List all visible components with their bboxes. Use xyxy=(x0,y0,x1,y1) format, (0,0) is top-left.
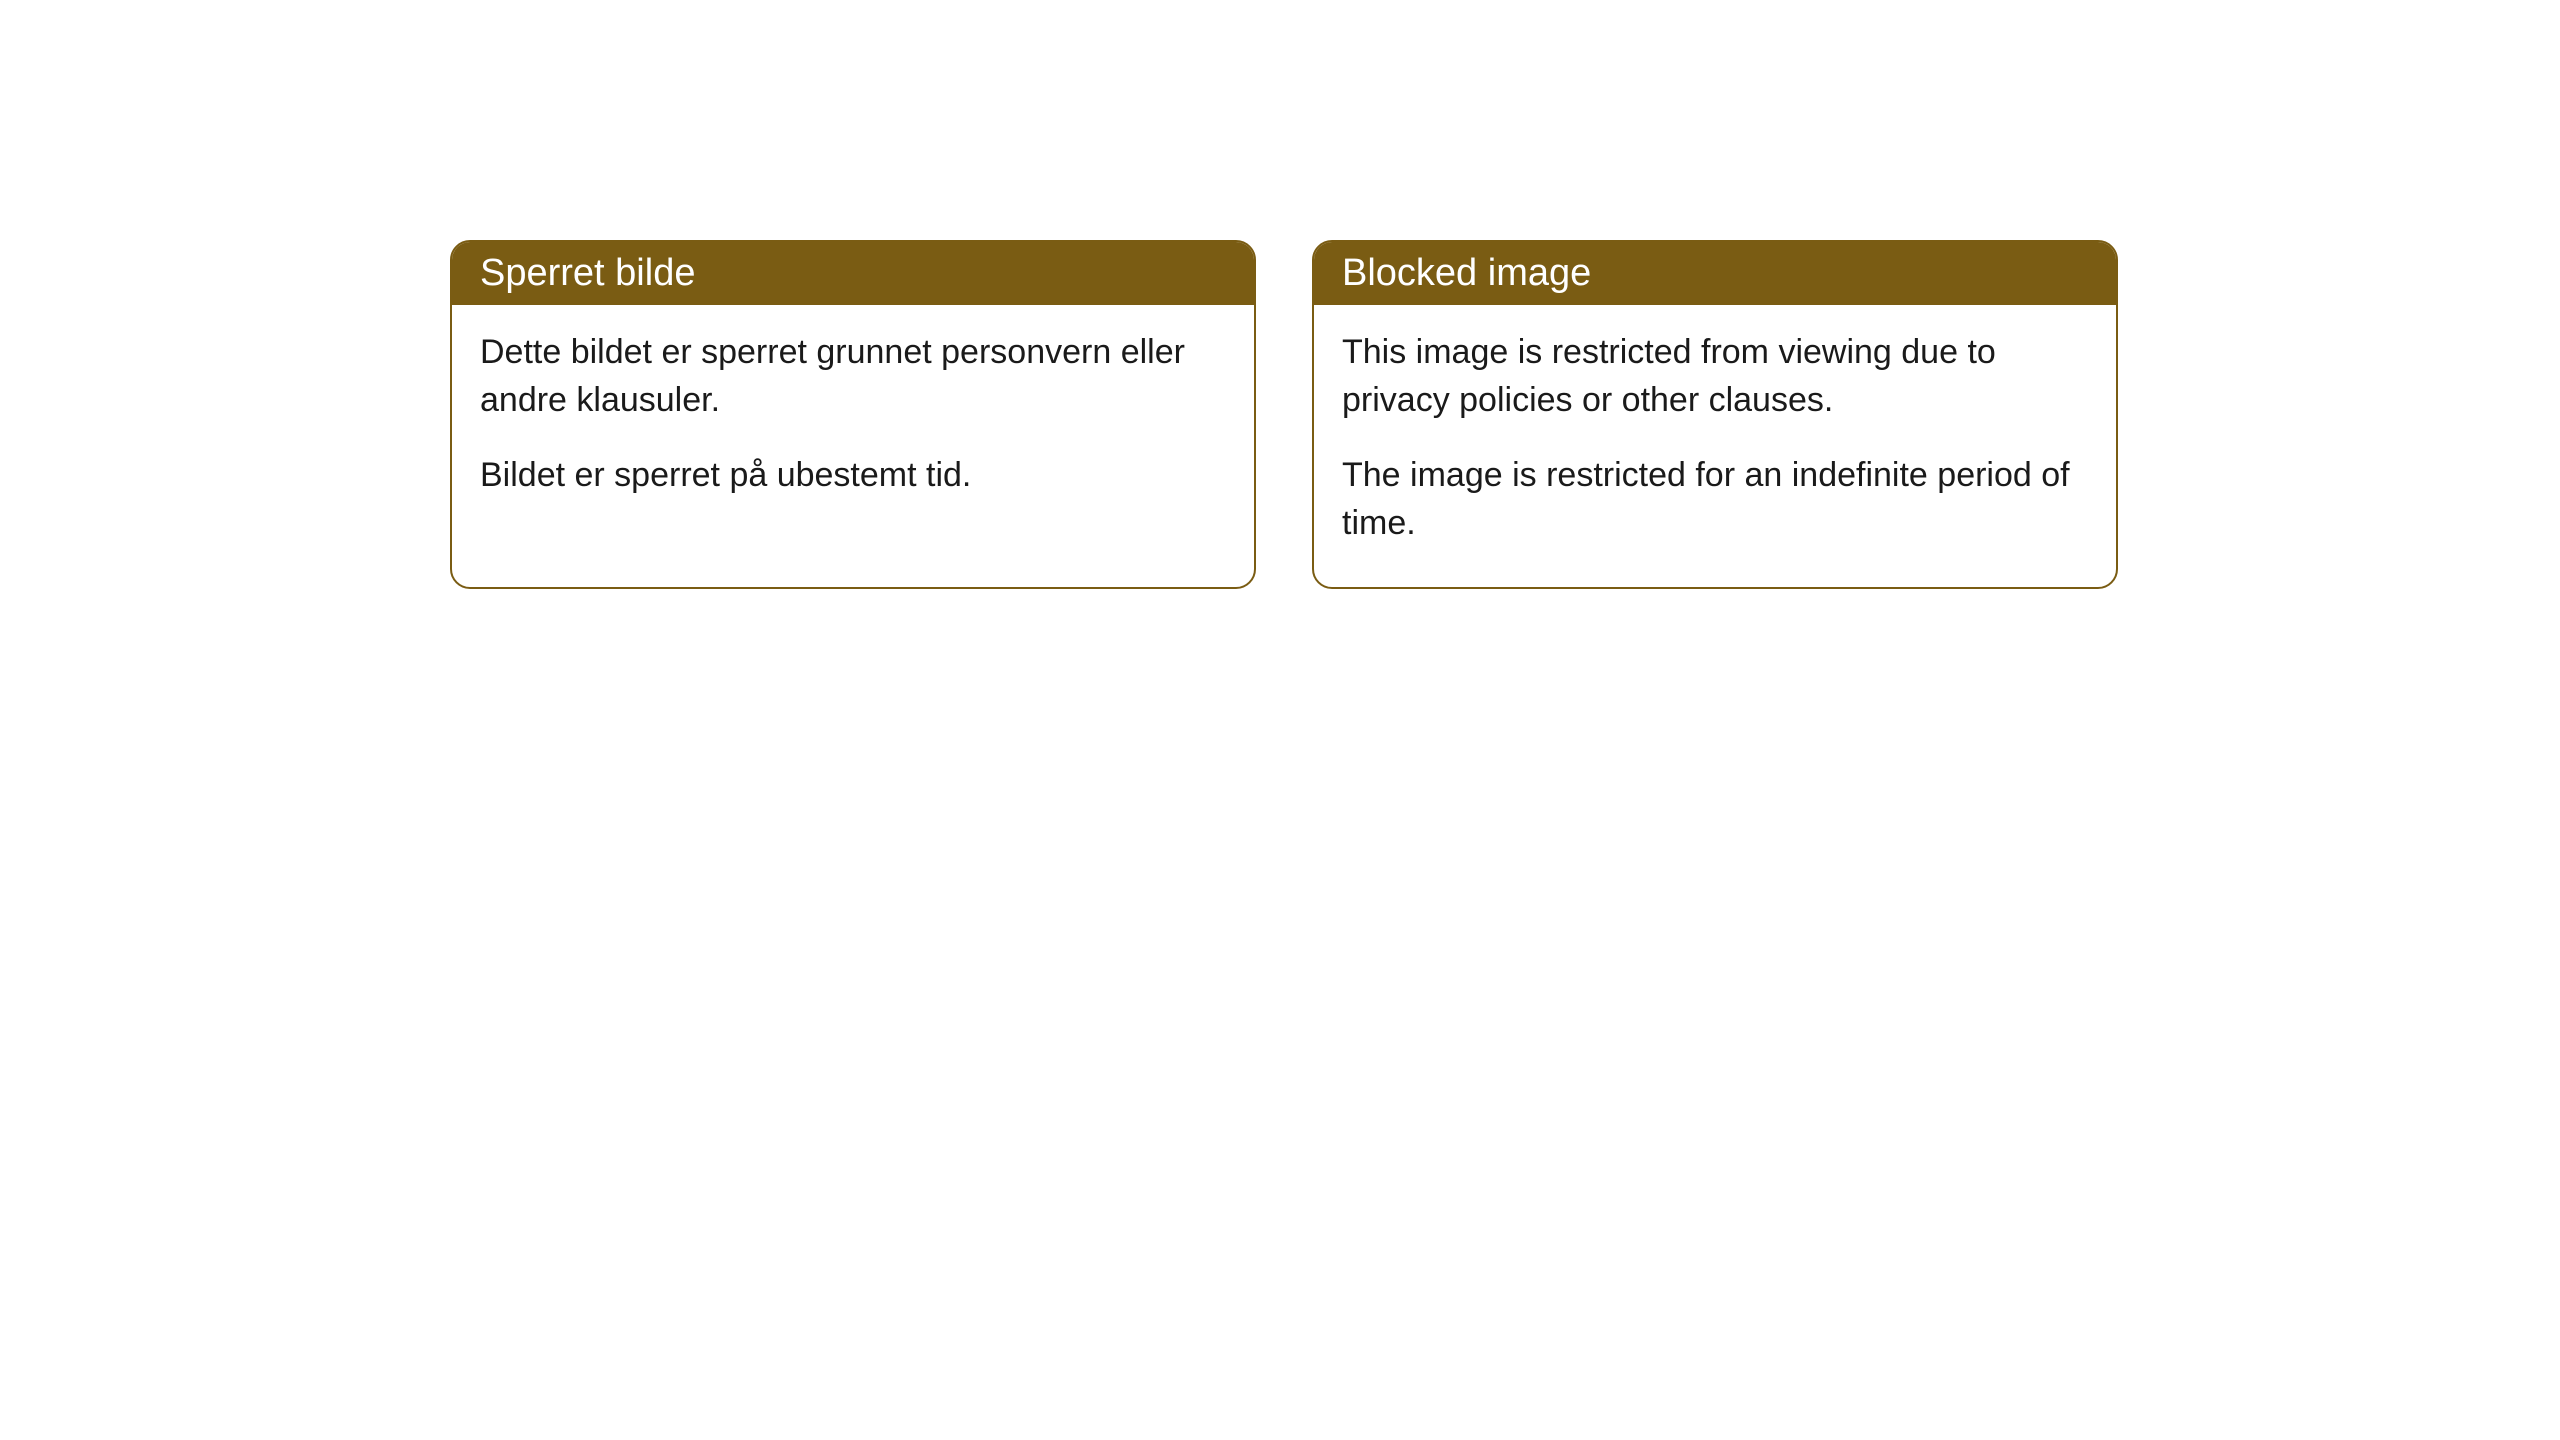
notice-paragraph-2-norwegian: Bildet er sperret på ubestemt tid. xyxy=(480,452,1226,500)
notice-card-norwegian: Sperret bilde Dette bildet er sperret gr… xyxy=(450,240,1256,589)
notice-cards-container: Sperret bilde Dette bildet er sperret gr… xyxy=(450,240,2560,589)
notice-paragraph-1-english: This image is restricted from viewing du… xyxy=(1342,329,2088,424)
notice-header-norwegian: Sperret bilde xyxy=(452,242,1254,305)
notice-body-norwegian: Dette bildet er sperret grunnet personve… xyxy=(452,305,1254,540)
notice-body-english: This image is restricted from viewing du… xyxy=(1314,305,2116,587)
notice-paragraph-2-english: The image is restricted for an indefinit… xyxy=(1342,452,2088,547)
notice-paragraph-1-norwegian: Dette bildet er sperret grunnet personve… xyxy=(480,329,1226,424)
notice-card-english: Blocked image This image is restricted f… xyxy=(1312,240,2118,589)
notice-header-english: Blocked image xyxy=(1314,242,2116,305)
